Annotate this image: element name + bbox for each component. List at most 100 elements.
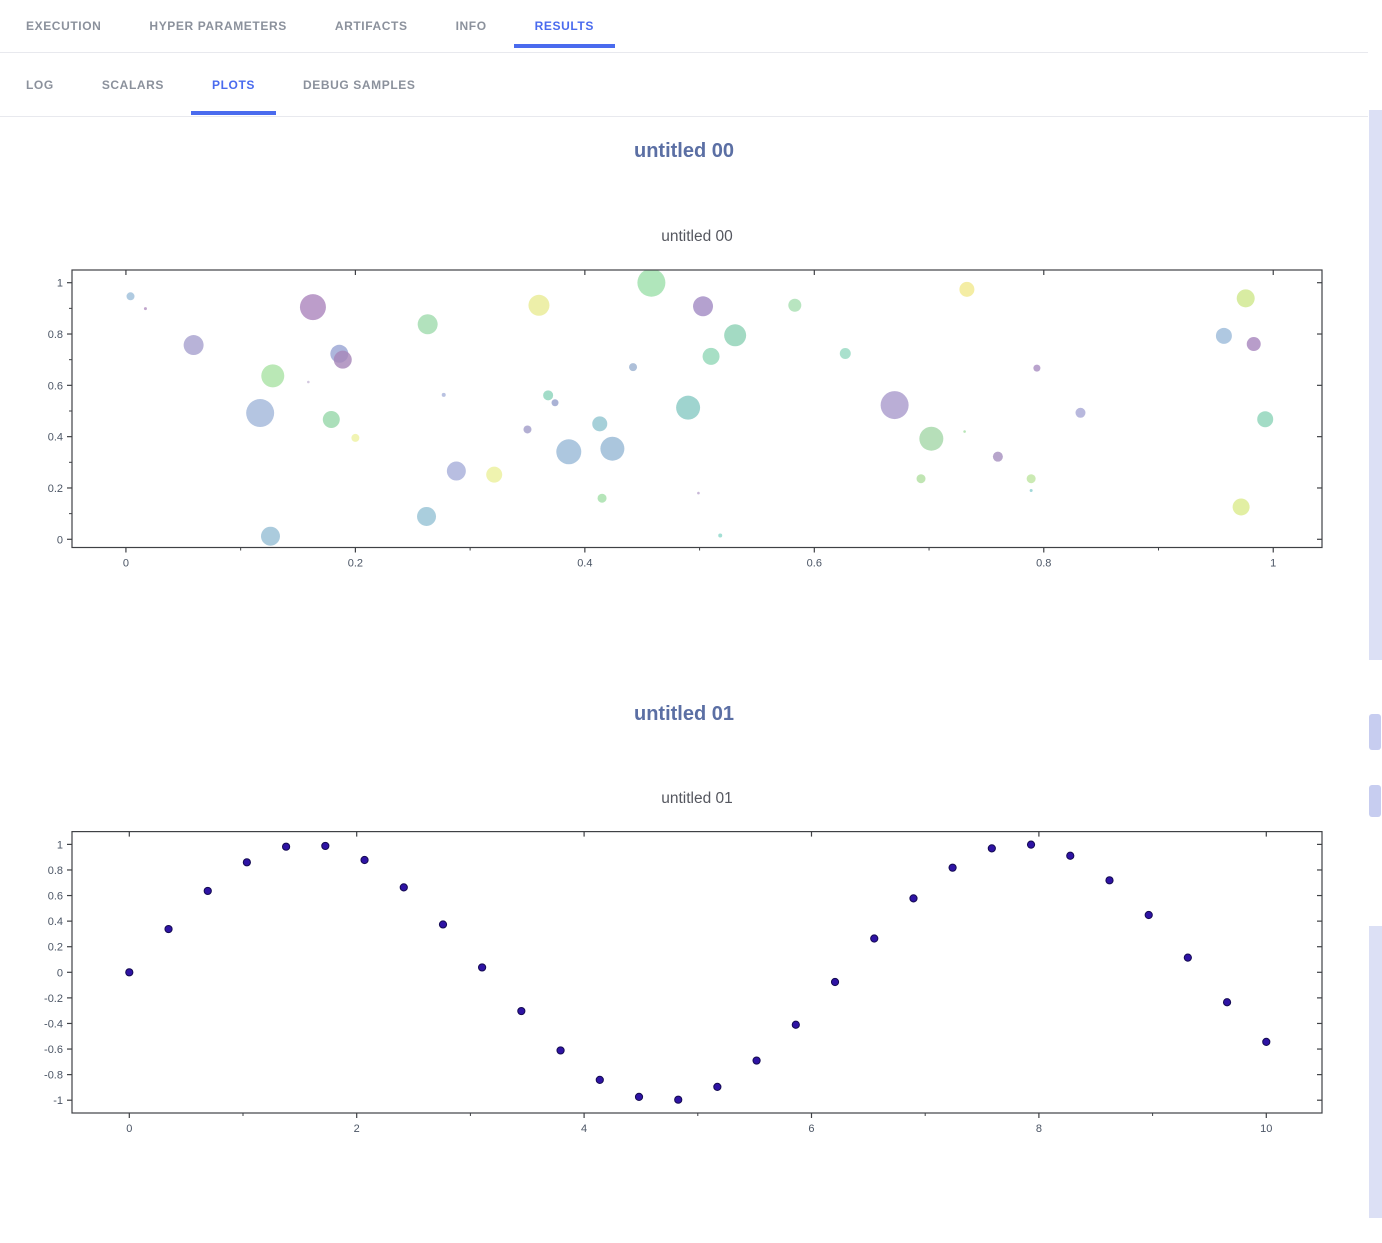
data-point bbox=[517, 1006, 526, 1016]
subtab-debug-samples[interactable]: DEBUG SAMPLES bbox=[303, 78, 416, 92]
data-point bbox=[1105, 876, 1114, 885]
data-point bbox=[203, 886, 212, 896]
bubble-point bbox=[637, 270, 666, 297]
bubble-point bbox=[600, 436, 625, 461]
bubble-point bbox=[1029, 489, 1033, 493]
tab-execution[interactable]: EXECUTION bbox=[26, 19, 102, 33]
bubble-point bbox=[261, 364, 285, 388]
bubble-point bbox=[718, 533, 723, 538]
scrollbar-thumb-1[interactable] bbox=[1369, 714, 1381, 750]
data-point bbox=[634, 1092, 644, 1101]
scrollbar-thumb-2[interactable] bbox=[1369, 785, 1381, 817]
y-tick-label: 0 bbox=[57, 967, 63, 979]
bubble-point bbox=[1246, 337, 1261, 352]
bubble-point bbox=[724, 324, 747, 347]
bubble-point bbox=[299, 294, 326, 321]
data-point bbox=[1183, 953, 1192, 962]
data-point bbox=[281, 842, 291, 851]
sine-scatter-plot[interactable]: untitled 01 0 2 4 6 8 10 -1 -0.8 -0.6 -0.4 -0.2 0 0.2… bbox=[0, 770, 1368, 1155]
bubble-point bbox=[880, 391, 909, 420]
bubble-point bbox=[788, 298, 802, 312]
y-tick-label: -0.8 bbox=[44, 1070, 63, 1082]
bubble-point bbox=[556, 439, 582, 465]
data-point bbox=[164, 924, 173, 934]
scrollbar-segment-bottom[interactable] bbox=[1369, 926, 1382, 1218]
data-point bbox=[1066, 851, 1075, 860]
bubble-point bbox=[528, 294, 550, 316]
y-tick-label: 0.2 bbox=[48, 483, 63, 495]
y-tick-label: 0.4 bbox=[48, 432, 63, 444]
x-tick-label: 6 bbox=[808, 1123, 814, 1135]
x-tick-label: 0.8 bbox=[1036, 558, 1051, 570]
data-point bbox=[125, 968, 134, 977]
bubble-point bbox=[629, 363, 638, 372]
bubble-point bbox=[919, 426, 944, 451]
y-tick-label: -0.4 bbox=[44, 1018, 63, 1030]
data-point bbox=[909, 894, 918, 903]
bubble-point bbox=[1236, 289, 1255, 308]
bubble-point bbox=[1257, 411, 1274, 428]
data-point bbox=[595, 1075, 604, 1084]
plot-title: untitled 00 bbox=[661, 228, 733, 245]
x-tick-label: 10 bbox=[1260, 1123, 1272, 1135]
bubble-scatter-plot[interactable]: untitled 00 0 0.2 0.4 0.6 0.8 1 0 0.2 0.4 0.6 0.8 1 bbox=[0, 205, 1368, 580]
y-tick-label: 0 bbox=[57, 534, 63, 546]
data-point bbox=[360, 855, 369, 865]
bubble-point bbox=[126, 292, 135, 301]
bubble-point bbox=[1033, 364, 1041, 372]
x-tick-label: 0 bbox=[123, 558, 129, 570]
plot-title: untitled 01 bbox=[661, 790, 733, 807]
bubble-point bbox=[523, 425, 532, 434]
y-tick-label: -0.6 bbox=[44, 1044, 63, 1056]
subtab-log[interactable]: LOG bbox=[26, 78, 54, 92]
bubble-point bbox=[417, 314, 438, 335]
x-tick-label: 0 bbox=[126, 1123, 132, 1135]
bubble-point bbox=[592, 416, 608, 432]
data-point bbox=[478, 963, 487, 972]
main-tab-bar: EXECUTION HYPER PARAMETERS ARTIFACTS INFO RE… bbox=[0, 0, 1382, 53]
x-tick-label: 1 bbox=[1270, 558, 1276, 570]
bubble-point bbox=[992, 451, 1003, 462]
y-tick-label: -1 bbox=[53, 1095, 63, 1107]
bubble-point bbox=[543, 390, 554, 401]
bubble-point bbox=[446, 461, 466, 481]
data-point bbox=[556, 1046, 565, 1055]
y-tick-label: 0.8 bbox=[48, 865, 63, 877]
bubble-point bbox=[676, 395, 701, 420]
bubble-point bbox=[1075, 407, 1086, 418]
x-tick-label: 4 bbox=[581, 1123, 587, 1135]
bubble-point bbox=[963, 430, 966, 433]
y-tick-label: 0.8 bbox=[48, 329, 63, 341]
bubble-point bbox=[333, 350, 352, 369]
data-point bbox=[752, 1056, 761, 1065]
bubble-point bbox=[322, 410, 340, 428]
bubble-point bbox=[697, 491, 700, 495]
bubble-point bbox=[839, 348, 851, 360]
x-tick-label: 0.6 bbox=[807, 558, 822, 570]
tab-info[interactable]: INFO bbox=[455, 19, 487, 33]
data-point bbox=[1222, 998, 1232, 1007]
subtab-plots[interactable]: PLOTS bbox=[191, 54, 277, 116]
bubble-point bbox=[1026, 474, 1036, 484]
tab-results[interactable]: RESULTS bbox=[513, 0, 616, 52]
data-point bbox=[1262, 1037, 1271, 1046]
y-tick-label: 0.6 bbox=[48, 380, 63, 392]
y-tick-label: 0.2 bbox=[48, 942, 63, 954]
bubble-point bbox=[693, 296, 714, 317]
subtab-scalars[interactable]: SCALARS bbox=[101, 78, 165, 92]
bubble-point bbox=[1215, 327, 1232, 344]
data-point bbox=[321, 841, 330, 851]
bubble-point bbox=[916, 474, 926, 484]
bubble-point bbox=[183, 335, 204, 356]
axes-frame bbox=[71, 830, 1323, 1114]
tab-hyper-parameters[interactable]: HYPER PARAMETERS bbox=[149, 19, 287, 33]
y-tick-label: 0.6 bbox=[48, 891, 63, 903]
bubble-point bbox=[351, 433, 360, 442]
bubble-point bbox=[597, 493, 607, 503]
scrollbar-segment-top[interactable] bbox=[1369, 110, 1382, 660]
y-tick-label: 1 bbox=[57, 839, 63, 851]
tab-artifacts[interactable]: ARTIFACTS bbox=[334, 19, 408, 33]
bubble-point bbox=[959, 281, 975, 297]
data-point bbox=[830, 977, 840, 987]
x-tick-label: 8 bbox=[1036, 1123, 1042, 1135]
